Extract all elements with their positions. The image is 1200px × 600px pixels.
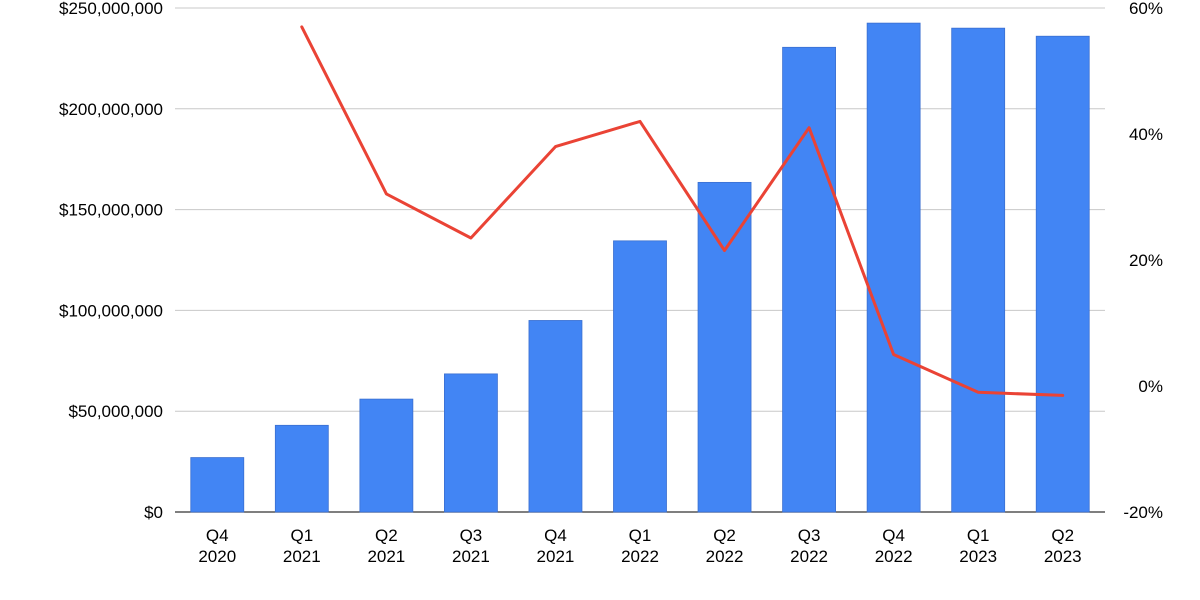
left-axis-tick: $250,000,000 (59, 0, 163, 18)
bar-q2-2023 (1035, 35, 1090, 513)
left-axis-tick: $150,000,000 (59, 201, 163, 220)
bar-q2-2022 (697, 181, 752, 513)
line-series (300, 25, 1065, 397)
right-axis-tick: 60% (1129, 0, 1163, 18)
x-axis-tick-year: 2022 (621, 547, 659, 566)
x-axis-tick-quarter: Q3 (460, 526, 483, 545)
x-axis-tick-year: 2021 (537, 547, 575, 566)
growth-line (300, 25, 1065, 397)
bar-q3-2022 (782, 46, 836, 513)
right-axis-labels: -20% 0% 20% 40% 60% (1123, 0, 1163, 522)
bar-q1-2023 (951, 27, 1006, 513)
bar-q4-2020 (190, 457, 245, 513)
bar-q4-2021 (528, 320, 583, 513)
right-axis-tick: 40% (1129, 125, 1163, 144)
x-axis-tick-year: 2021 (452, 547, 490, 566)
x-axis-tick-quarter: Q2 (1051, 526, 1074, 545)
bar-q4-2022 (866, 22, 921, 513)
x-axis-tick-year: 2020 (198, 547, 236, 566)
right-axis-tick: 0% (1138, 377, 1163, 396)
x-axis-tick-year: 2022 (875, 547, 913, 566)
bar-q1-2021 (274, 424, 329, 513)
x-axis-tick-quarter: Q4 (882, 526, 905, 545)
x-axis-tick-year: 2021 (283, 547, 321, 566)
left-axis-tick: $50,000,000 (68, 402, 163, 421)
left-axis-tick: $0 (144, 503, 163, 522)
bar-q2-2021 (359, 398, 414, 513)
x-axis-tick-quarter: Q2 (713, 526, 736, 545)
right-axis-tick: -20% (1123, 503, 1163, 522)
x-axis-tick-year: 2023 (959, 547, 997, 566)
x-axis-labels: Q4 2020 Q1 2021 Q2 2021 Q3 2021 Q4 2021 Q1 2022 Q2 20… (198, 526, 1081, 566)
x-axis-tick-quarter: Q2 (375, 526, 398, 545)
x-axis-tick-year: 2023 (1044, 547, 1082, 566)
right-axis-tick: 20% (1129, 251, 1163, 270)
x-axis-tick-quarter: Q4 (206, 526, 229, 545)
left-axis-labels: $0 $50,000,000 $100,000,000 $150,000,000 $20… (59, 0, 163, 522)
x-axis-tick-quarter: Q1 (629, 526, 652, 545)
x-axis-tick-quarter: Q1 (290, 526, 313, 545)
bar-series (190, 22, 1090, 513)
x-axis-tick-quarter: Q3 (798, 526, 821, 545)
x-axis-tick-year: 2022 (706, 547, 744, 566)
bar-q1-2022 (613, 240, 667, 513)
left-axis-tick: $100,000,000 (59, 301, 163, 320)
left-axis-tick: $200,000,000 (59, 100, 163, 119)
x-axis-tick-quarter: Q1 (967, 526, 990, 545)
x-axis-tick-year: 2022 (790, 547, 828, 566)
x-axis-tick-quarter: Q4 (544, 526, 567, 545)
x-axis-tick-year: 2021 (367, 547, 405, 566)
bar-q3-2021 (444, 373, 498, 513)
